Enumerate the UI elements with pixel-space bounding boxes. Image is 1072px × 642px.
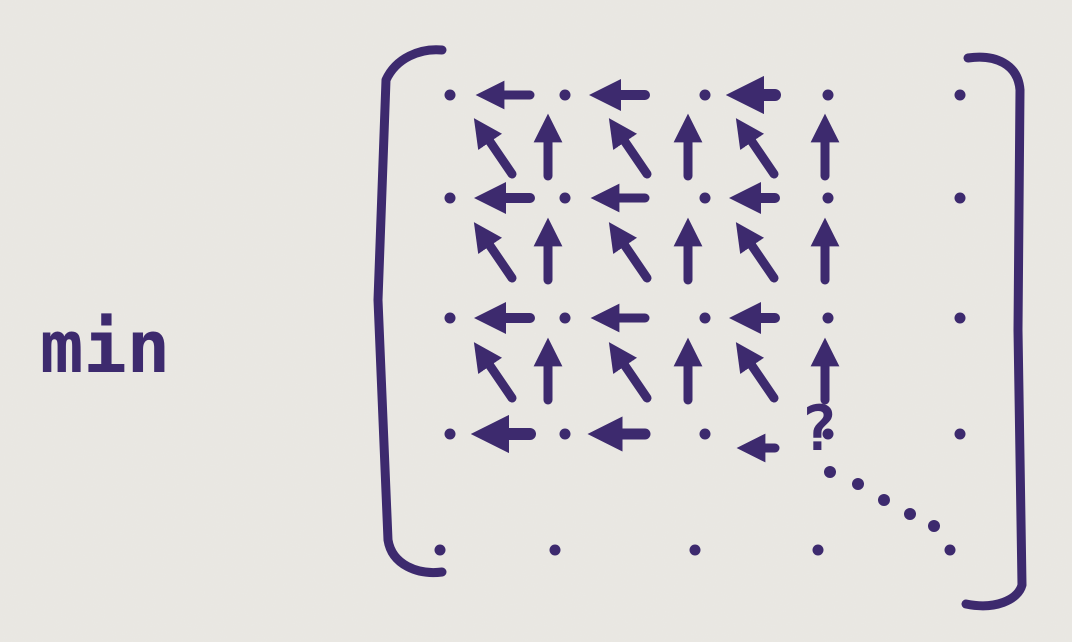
grid-dot (822, 192, 834, 204)
arrow-up-left (735, 222, 779, 283)
grid-dot (559, 428, 571, 440)
grid-dot (699, 89, 711, 101)
arrow-up-left (473, 342, 517, 403)
min-label: min (40, 305, 170, 389)
grid-dot (699, 428, 711, 440)
arrow-up-left (473, 118, 517, 179)
grid-dot (559, 312, 571, 324)
arrow-up-left (608, 342, 652, 403)
vector-field-grid (434, 75, 966, 556)
grid-dot (444, 89, 456, 101)
grid-dot (822, 89, 834, 101)
grid-dot (944, 544, 956, 556)
grid-dot (559, 192, 571, 204)
grid-dot (954, 428, 966, 440)
grid-dot (954, 312, 966, 324)
grid-dot (434, 544, 446, 556)
arrow-up-left (473, 222, 517, 283)
grid-dot (559, 89, 571, 101)
grid-dot (444, 192, 456, 204)
grid-dot (699, 192, 711, 204)
grid-dot (689, 544, 701, 556)
question-mark: ? (800, 392, 837, 465)
grid-dot (699, 312, 711, 324)
arrow-up-left (735, 342, 779, 403)
grid-dot (954, 192, 966, 204)
grid-dot (549, 544, 561, 556)
right-bracket (961, 52, 1027, 611)
ellipsis-dots (824, 466, 940, 532)
grid-dot (812, 544, 824, 556)
left-bracket (373, 45, 447, 578)
grid-dot (822, 428, 834, 440)
arrow-up-left (735, 118, 779, 179)
grid-dot (444, 312, 456, 324)
grid-dot (444, 428, 456, 440)
arrow-up-left (608, 118, 652, 179)
grid-dot (954, 89, 966, 101)
grid-dot (822, 312, 834, 324)
arrow-up-left (608, 222, 652, 283)
